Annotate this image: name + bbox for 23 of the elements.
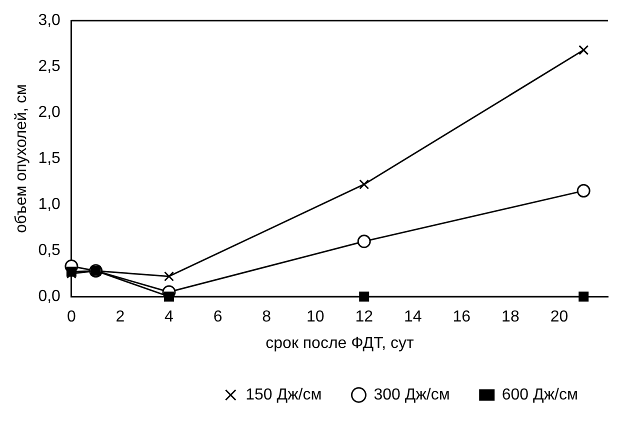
y-tick-label: 1,0 <box>38 196 61 214</box>
x-tick-label: 10 <box>306 308 324 326</box>
x-tick-label: 20 <box>550 308 568 326</box>
x-tick-label: 0 <box>66 308 76 326</box>
x-tick-label: 16 <box>452 308 471 326</box>
y-tick-label: 2,5 <box>38 58 61 76</box>
y-tick-label: 1,5 <box>38 150 61 168</box>
legend-label: 150 Дж/см <box>246 386 322 404</box>
y-tick-label: 2,0 <box>38 104 61 122</box>
x-tick-label: 12 <box>355 308 374 326</box>
y-axis-title: объем опухолей, см <box>13 84 30 234</box>
y-tick-label: 0,0 <box>38 288 61 306</box>
x-axis-title: срок после ФДТ, сут <box>266 334 414 352</box>
x-tick-label: 8 <box>262 308 272 326</box>
legend-label: 300 Дж/см <box>374 386 450 404</box>
x-tick-label: 2 <box>116 308 125 326</box>
legend-label: 600 Дж/см <box>502 386 578 404</box>
x-tick-label: 6 <box>213 308 222 326</box>
x-tick-label: 4 <box>164 308 174 326</box>
y-tick-label: 0,5 <box>38 242 61 260</box>
y-tick-label: 3,0 <box>38 12 61 30</box>
x-tick-label: 18 <box>502 308 520 326</box>
x-tick-label: 14 <box>404 308 422 326</box>
